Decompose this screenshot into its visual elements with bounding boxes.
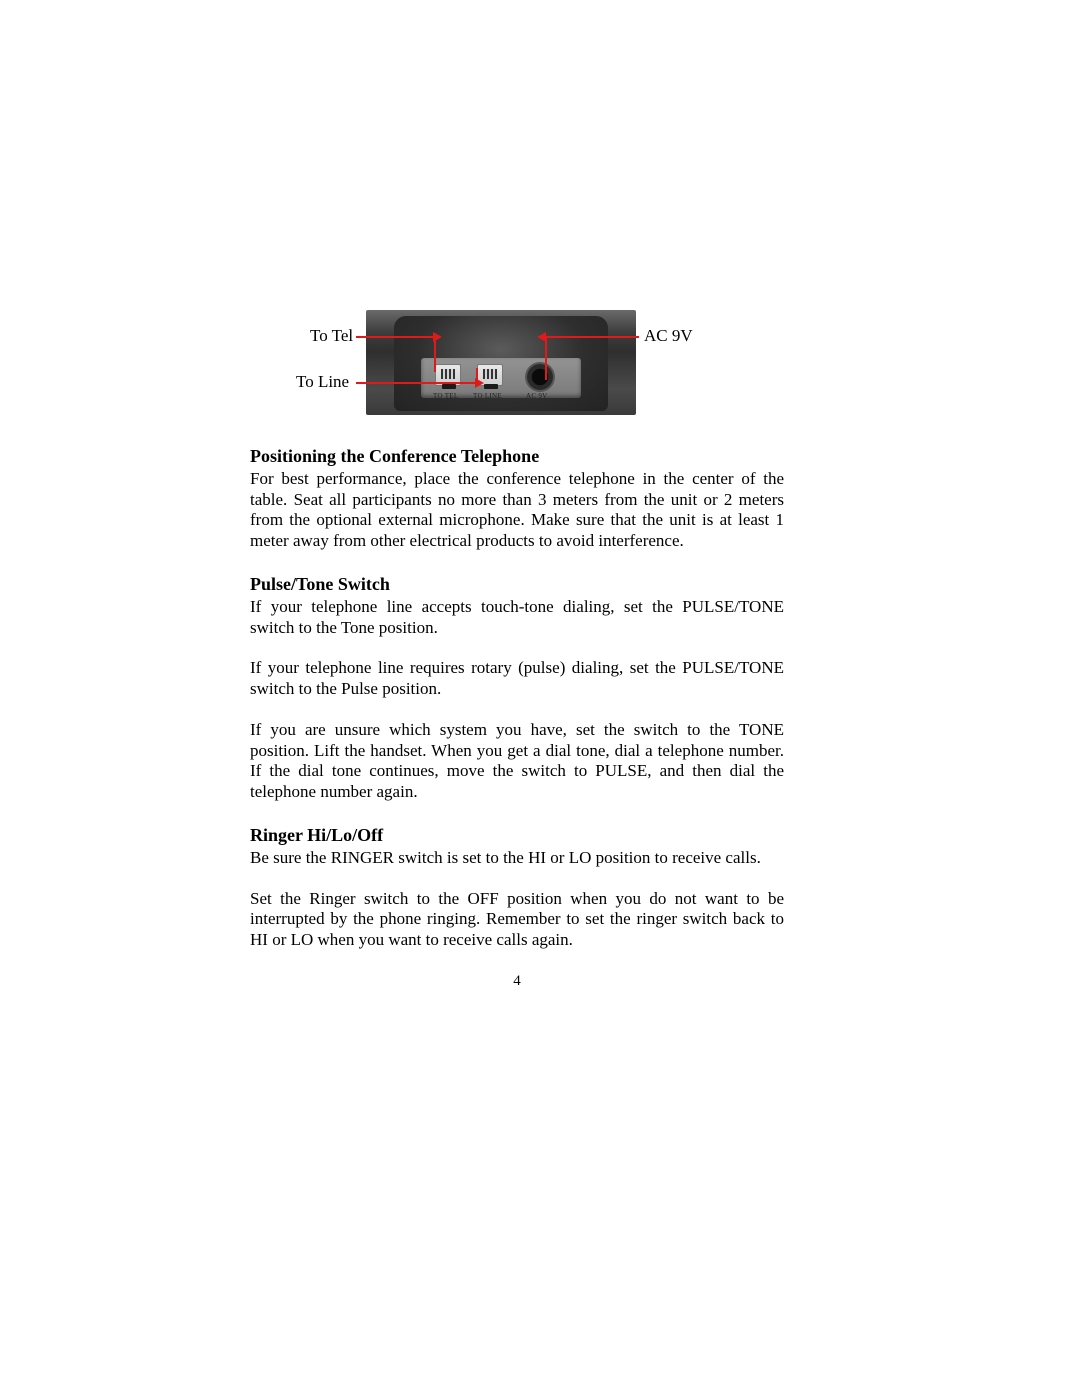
pointer-line-ac-v (545, 336, 547, 380)
callout-ac-9v: AC 9V (644, 326, 693, 346)
panel-label-ac-9v: AC 9V (526, 392, 548, 402)
section-heading: Pulse/Tone Switch (250, 574, 784, 595)
section-positioning: Positioning the Conference Telephone For… (250, 446, 784, 552)
pointer-line-ac (545, 336, 639, 338)
section-paragraph: If your telephone line accepts touch-ton… (250, 597, 784, 638)
section-paragraph: Be sure the RINGER switch is set to the … (250, 848, 784, 869)
section-paragraph: Set the Ringer switch to the OFF positio… (250, 889, 784, 951)
section-pulse-tone: Pulse/Tone Switch If your telephone line… (250, 574, 784, 803)
device-photo: TO TEL TO LINE AC 9V (366, 310, 636, 415)
callout-to-line: To Line (296, 372, 349, 392)
section-paragraph: If your telephone line requires rotary (… (250, 658, 784, 699)
pointer-line-to-line (356, 382, 476, 384)
section-paragraph: If you are unsure which system you have,… (250, 720, 784, 803)
panel-label-to-line: TO LINE (473, 392, 502, 402)
photo-background: TO TEL TO LINE AC 9V (366, 310, 636, 415)
section-heading: Ringer Hi/Lo/Off (250, 825, 784, 846)
connector-diagram: TO TEL TO LINE AC 9V To Tel To Line AC 9… (250, 310, 784, 420)
pointer-line-to-tel (356, 336, 434, 338)
dc-power-jack (525, 362, 555, 392)
panel-label-to-tel: TO TEL (433, 392, 458, 402)
page-number: 4 (250, 973, 784, 990)
section-ringer: Ringer Hi/Lo/Off Be sure the RINGER swit… (250, 825, 784, 951)
document-page: TO TEL TO LINE AC 9V To Tel To Line AC 9… (250, 310, 784, 990)
pointer-line-to-tel-v (434, 336, 436, 372)
port-panel: TO TEL TO LINE AC 9V (421, 358, 581, 398)
pointer-line-to-line-v (476, 368, 478, 382)
section-paragraph: For best performance, place the conferen… (250, 469, 784, 552)
section-heading: Positioning the Conference Telephone (250, 446, 784, 467)
callout-to-tel: To Tel (310, 326, 353, 346)
